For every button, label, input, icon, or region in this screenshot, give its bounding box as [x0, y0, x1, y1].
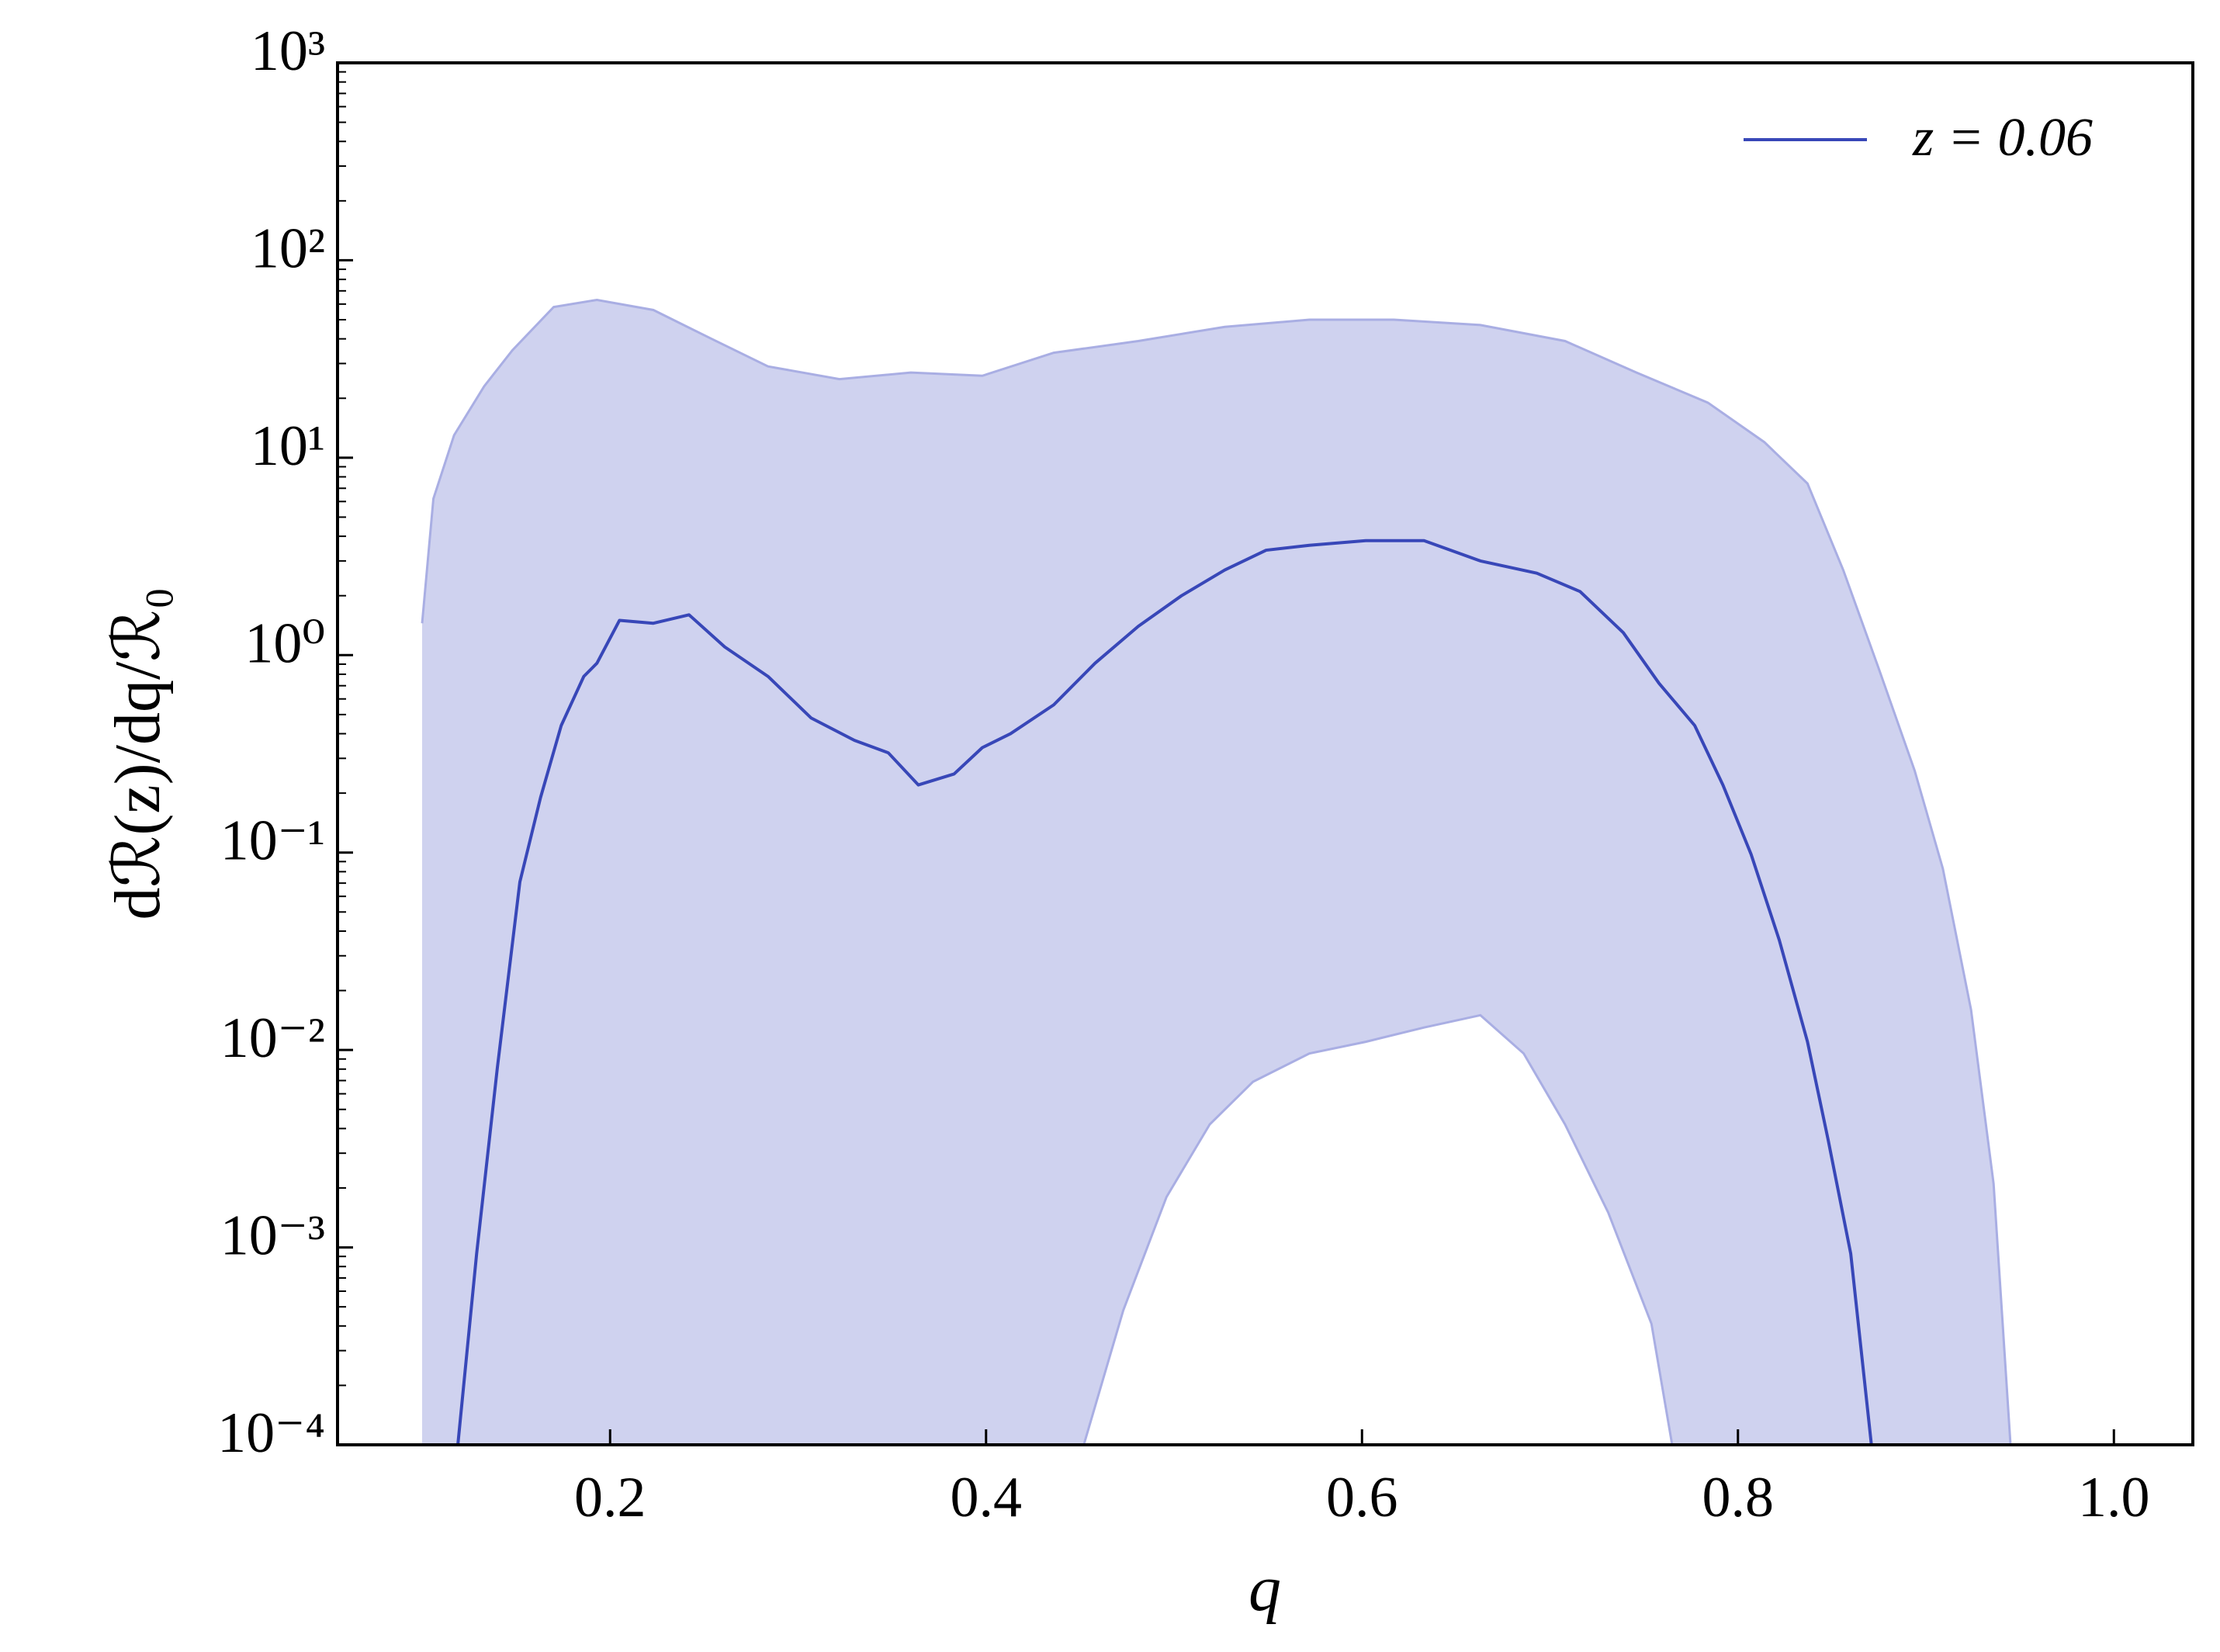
- y-tick-label: 10³: [251, 19, 325, 83]
- x-tick-label: 1.0: [2078, 1466, 2150, 1529]
- y-axis-label: dℛ(z)/dq/ℛ₀: [102, 587, 174, 920]
- y-tick-label: 10²: [251, 216, 325, 280]
- y-tick-label: 10⁻³: [220, 1204, 325, 1268]
- axes-frame: [336, 61, 2194, 1446]
- plot-area: [421, 298, 2012, 1445]
- y-tick-label: 10¹: [251, 414, 325, 478]
- x-tick-label: 0.8: [1702, 1466, 1775, 1529]
- x-tick-label: 0.2: [574, 1466, 646, 1529]
- y-tick-label: 10⁻⁴: [217, 1401, 325, 1465]
- y-tick-label: 10⁰: [244, 611, 325, 675]
- legend-label: z = 0.06: [1912, 108, 2093, 168]
- band-upper-edge: [421, 298, 2012, 1445]
- y-tick-label: 10⁻¹: [220, 809, 325, 873]
- band-fill: [422, 300, 2011, 1445]
- band-lower-edge: [1082, 1013, 1674, 1445]
- x-tick-label: 0.4: [951, 1466, 1023, 1529]
- x-axis-label: q: [1249, 1553, 1281, 1625]
- y-tick-label: 10⁻²: [220, 1006, 325, 1070]
- series-line: [456, 539, 1873, 1445]
- x-tick-label: 0.6: [1326, 1466, 1398, 1529]
